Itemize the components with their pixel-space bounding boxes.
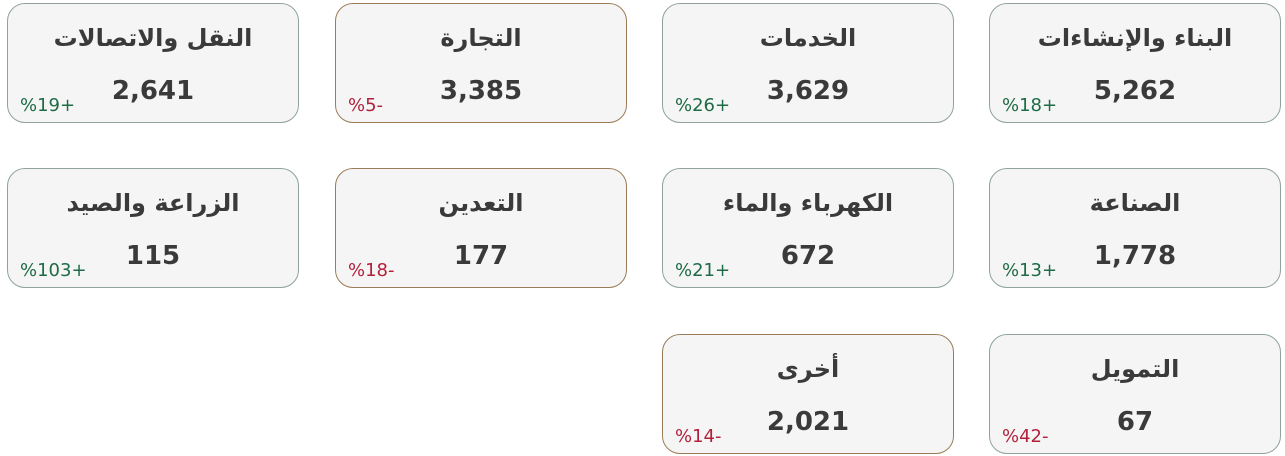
sector-value: 67 — [1116, 407, 1154, 437]
sector-card: الصناعة 1,778 %13+ — [989, 168, 1281, 288]
sector-value: 672 — [780, 241, 836, 271]
sector-card: أخرى 2,021 %14- — [662, 334, 954, 454]
sector-value: 3,629 — [766, 76, 850, 106]
sector-title: الخدمات — [759, 24, 857, 52]
sector-card: الزراعة والصيد 115 %103+ — [7, 168, 299, 288]
sector-card: التمويل 67 %42- — [989, 334, 1281, 454]
sector-change: %14- — [675, 426, 722, 447]
sector-title: النقل والاتصالات — [53, 24, 253, 52]
sector-title: التمويل — [1090, 355, 1180, 383]
sector-card: الخدمات 3,629 %26+ — [662, 3, 954, 123]
sector-card: البناء والإنشاءات 5,262 %18+ — [989, 3, 1281, 123]
sector-title: البناء والإنشاءات — [1037, 24, 1233, 52]
sector-card: النقل والاتصالات 2,641 %19+ — [7, 3, 299, 123]
sector-change: %42- — [1002, 426, 1049, 447]
sector-change: %21+ — [675, 260, 731, 281]
sector-value: 5,262 — [1093, 76, 1177, 106]
sector-change: %13+ — [1002, 260, 1058, 281]
sector-title: التجارة — [440, 24, 522, 52]
sector-value: 2,641 — [111, 76, 195, 106]
sector-title: الصناعة — [1089, 189, 1181, 217]
sector-value: 1,778 — [1093, 241, 1177, 271]
sector-change: %5- — [348, 95, 384, 116]
sector-title: الكهرباء والماء — [722, 189, 894, 217]
sector-value: 3,385 — [439, 76, 523, 106]
sector-title: أخرى — [776, 355, 840, 383]
sector-title: الزراعة والصيد — [66, 189, 240, 217]
sector-card: التعدين 177 %18- — [335, 168, 627, 288]
sector-card: الكهرباء والماء 672 %21+ — [662, 168, 954, 288]
sector-value: 177 — [453, 241, 509, 271]
sector-change: %18- — [348, 260, 395, 281]
sector-title: التعدين — [438, 189, 524, 217]
sector-change: %26+ — [675, 95, 731, 116]
sector-change: %103+ — [20, 260, 87, 281]
sector-change: %19+ — [20, 95, 76, 116]
sector-change: %18+ — [1002, 95, 1058, 116]
sector-value: 2,021 — [766, 407, 850, 437]
sector-card: التجارة 3,385 %5- — [335, 3, 627, 123]
sector-value: 115 — [125, 241, 181, 271]
